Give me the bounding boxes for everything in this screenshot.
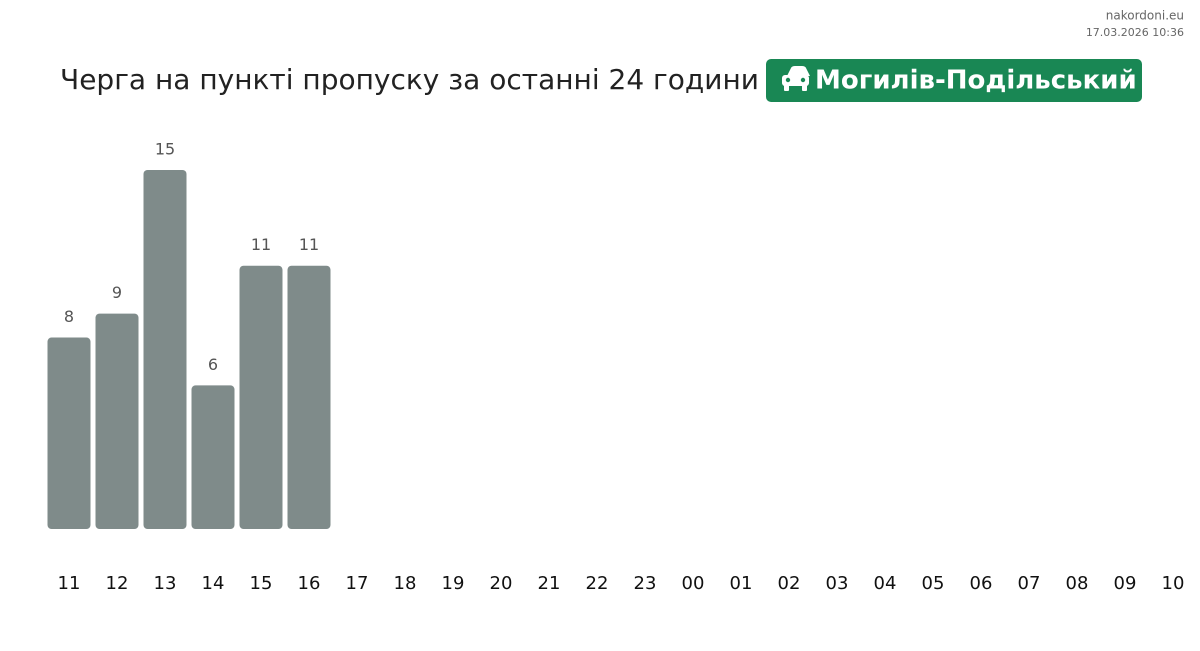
timestamp: 17.03.2026 10:36 bbox=[1086, 26, 1184, 39]
value-label: 9 bbox=[112, 283, 122, 302]
x-tick-label: 21 bbox=[538, 573, 561, 594]
x-tick-label: 10 bbox=[1162, 573, 1185, 594]
x-tick-label: 22 bbox=[586, 573, 609, 594]
car-light bbox=[785, 77, 791, 83]
car-icon bbox=[782, 66, 810, 91]
bar bbox=[47, 337, 91, 529]
x-tick-label: 19 bbox=[442, 573, 465, 594]
x-tick-label: 06 bbox=[970, 573, 993, 594]
x-tick-label: 04 bbox=[874, 573, 897, 594]
bar bbox=[287, 265, 331, 529]
car-light bbox=[800, 77, 806, 83]
x-tick-label: 12 bbox=[106, 573, 129, 594]
x-tick-label: 08 bbox=[1066, 573, 1089, 594]
bar bbox=[143, 170, 187, 529]
value-label: 11 bbox=[251, 235, 271, 254]
x-tick-label: 03 bbox=[826, 573, 849, 594]
x-tick-label: 13 bbox=[154, 573, 177, 594]
x-tick-label: 14 bbox=[202, 573, 225, 594]
x-tick-label: 05 bbox=[922, 573, 945, 594]
x-tick-label: 07 bbox=[1018, 573, 1041, 594]
x-tick-label: 17 bbox=[346, 573, 369, 594]
bar bbox=[191, 385, 235, 529]
x-tick-label: 11 bbox=[58, 573, 81, 594]
x-tick-label: 18 bbox=[394, 573, 417, 594]
x-tick-label: 20 bbox=[490, 573, 513, 594]
value-label: 6 bbox=[208, 355, 218, 374]
x-tick-label: 09 bbox=[1114, 573, 1137, 594]
bar bbox=[95, 313, 139, 529]
x-tick-label: 02 bbox=[778, 573, 801, 594]
x-tick-label: 16 bbox=[298, 573, 321, 594]
site-name: nakordoni.eu bbox=[1106, 9, 1184, 23]
badge bbox=[766, 59, 1142, 102]
bar bbox=[239, 265, 283, 529]
checkpoint-name: Могилів-Подільський bbox=[815, 66, 1137, 96]
value-label: 11 bbox=[299, 235, 319, 254]
x-tick-label: 00 bbox=[682, 573, 705, 594]
value-label: 8 bbox=[64, 307, 74, 326]
x-tick-label: 15 bbox=[250, 573, 273, 594]
value-label: 15 bbox=[155, 140, 175, 159]
x-tick-label: 01 bbox=[730, 573, 753, 594]
chart-title: Черга на пункті пропуску за останні 24 г… bbox=[60, 63, 759, 96]
x-tick-label: 23 bbox=[634, 573, 657, 594]
